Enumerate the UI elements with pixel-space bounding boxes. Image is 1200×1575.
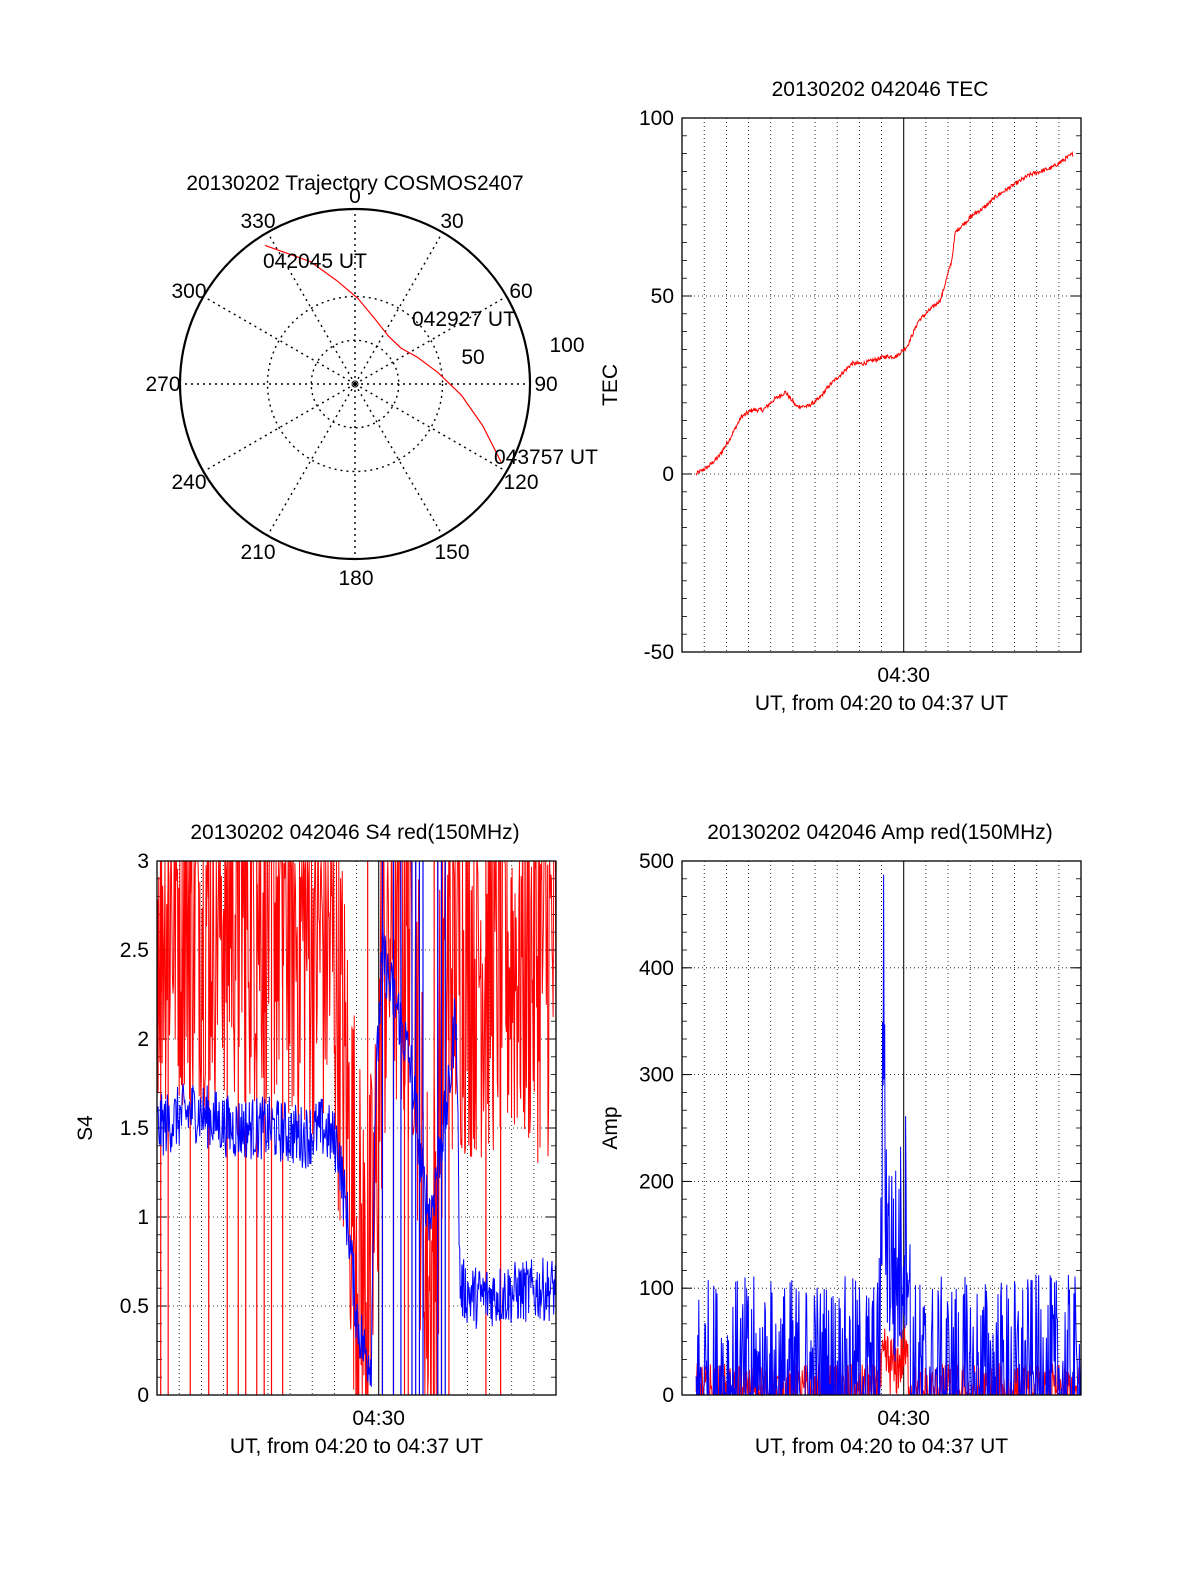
polar-spoke-line [354,232,444,385]
polar-grid [180,209,530,559]
polar-title: 20130202 Trajectory COSMOS2407 [186,172,523,195]
s4-y-tick-label: 1.5 [120,1117,149,1140]
series-line [156,920,557,1387]
s4-x-tick-label: 04:30 [352,1407,405,1430]
tec-series [695,150,1074,476]
polar-spoke-line [203,295,356,385]
tec-chart: 20130202 042046 TEC -50 0 50 100 04:30 U… [599,78,1082,715]
polar-spoke-line [266,232,356,385]
tec-y-tick-label: 0 [662,463,674,486]
amp-y-tick-label: 500 [639,850,674,873]
s4-plot-frame [156,860,557,1396]
polar-outer-ring [178,207,532,561]
amp-y-tick-labels: 0 100 200 300 400 500 [639,850,674,1407]
s4-y-axis-label: S4 [74,1115,97,1141]
azimuth-label-30: 30 [440,210,463,233]
s4-y-tick-label: 2 [137,1028,149,1051]
amp-series [695,874,1082,1397]
azimuth-label-240: 240 [171,471,206,494]
polar-spoke-line [266,383,356,536]
azimuth-label-60: 60 [509,280,532,303]
azimuth-label-120: 120 [503,471,538,494]
trajectory-start-label: 042045 UT [263,250,367,273]
s4-y-tick-label: 3 [137,850,149,873]
azimuth-label-150: 150 [434,541,469,564]
tec-y-tick-label: -50 [644,641,674,664]
azimuth-label-300: 300 [171,280,206,303]
tec-plot-frame [681,117,1082,653]
s4-y-tick-labels: 0 0.5 1 1.5 2 2.5 3 [120,850,149,1407]
azimuth-label-0: 0 [349,185,361,208]
tec-y-tick-labels: -50 0 50 100 [639,107,674,664]
tec-grid [682,117,1081,653]
s4-y-tick-label: 1 [137,1206,149,1229]
amp-y-tick-label: 400 [639,957,674,980]
tec-x-axis-label: UT, from 04:20 to 04:37 UT [755,692,1008,715]
azimuth-label-330: 330 [240,210,275,233]
amp-y-axis-label: Amp [599,1106,622,1149]
amp-y-tick-label: 100 [639,1277,674,1300]
azimuth-label-180: 180 [338,567,373,590]
trajectory-mid-label: 042927 UT [412,308,516,331]
polar-azimuth-labels: 0 30 60 90 120 150 180 210 240 270 300 3… [145,185,557,590]
tec-x-tick-label: 04:30 [877,664,930,687]
ring-label-100: 100 [549,334,584,357]
amp-plot-frame [681,860,1082,1396]
amp-y-tick-label: 300 [639,1064,674,1087]
amp-title: 20130202 042046 Amp red(150MHz) [707,821,1053,844]
trajectory-polar-chart: 20130202 Trajectory COSMOS2407 0 30 60 9… [145,172,598,590]
s4-y-tick-label: 0 [137,1384,149,1407]
s4-chart: 20130202 042046 S4 red(150MHz) 0 0.5 1 1… [74,821,557,1458]
polar-spoke-line [354,383,444,536]
s4-title: 20130202 042046 S4 red(150MHz) [190,821,519,844]
polar-spoke-line [354,295,507,385]
series-line [695,874,1082,1397]
tec-y-tick-label: 50 [651,285,674,308]
ring-label-50: 50 [461,346,484,369]
azimuth-label-210: 210 [240,541,275,564]
amp-y-tick-label: 200 [639,1170,674,1193]
tec-y-axis-label: TEC [599,364,622,406]
polar-trajectory-series [264,244,502,462]
amp-x-axis-label: UT, from 04:20 to 04:37 UT [755,1435,1008,1458]
polar-center-marker [351,380,359,388]
s4-y-tick-label: 2.5 [120,939,149,962]
series-line [695,150,1074,476]
s4-y-tick-label: 0.5 [120,1295,149,1318]
azimuth-label-90: 90 [534,373,557,396]
amp-chart: 20130202 042046 Amp red(150MHz) 0 100 20… [599,821,1082,1458]
polar-spoke-line [203,383,356,473]
azimuth-label-270: 270 [145,373,180,396]
trajectory-end-label: 043757 UT [494,446,598,469]
tec-title: 20130202 042046 TEC [772,78,989,101]
polar-grid-ring [266,295,444,473]
s4-series [156,860,557,1396]
amp-y-tick-label: 0 [662,1384,674,1407]
amp-grid [682,860,1081,1396]
polar-grid-ring [310,339,400,429]
trajectory-line [264,244,502,462]
s4-x-axis-label: UT, from 04:20 to 04:37 UT [230,1435,483,1458]
tec-y-tick-label: 100 [639,107,674,130]
polar-spoke-line [354,383,507,473]
amp-x-tick-label: 04:30 [877,1407,930,1430]
series-line [695,1324,1082,1397]
